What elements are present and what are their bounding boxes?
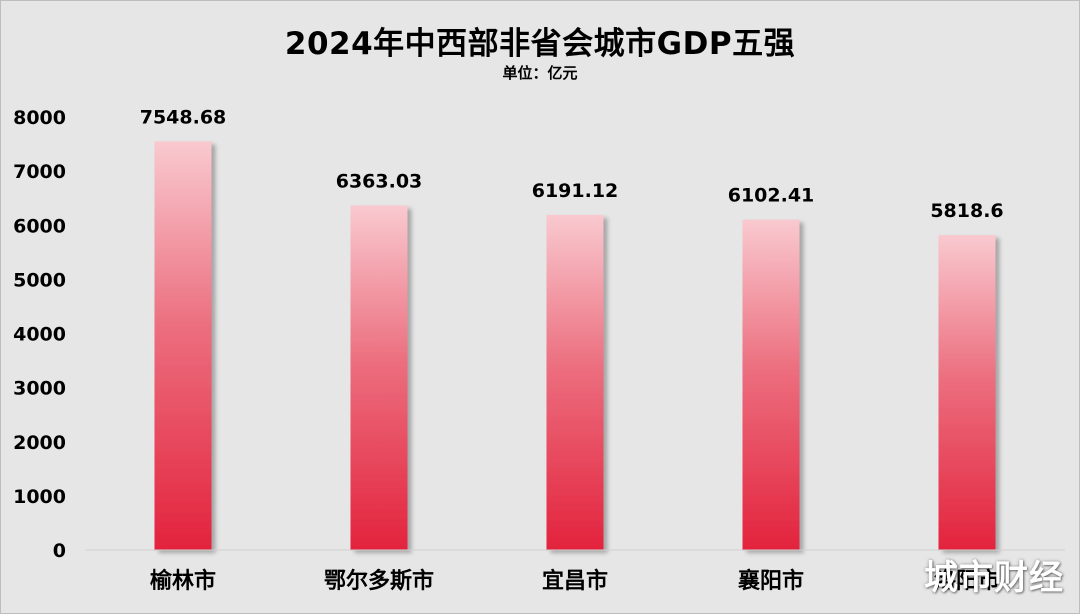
bar [742,219,800,550]
y-axis: 0 1000 2000 3000 4000 5000 6000 7000 8000 [13,107,66,562]
x-tick-label: 洛阳市 [934,568,1000,594]
bar [546,214,604,550]
y-tick-label: 8000 [13,107,66,129]
bars [154,141,996,551]
chart-subtitle: 单位：亿元 [502,64,578,82]
data-label: 6191.12 [532,180,619,202]
data-label: 6102.41 [728,185,815,207]
y-tick-label: 2000 [13,432,66,454]
bar [350,205,408,550]
y-tick-label: 5000 [13,269,66,291]
y-tick-label: 3000 [13,378,66,400]
watermark: 城市财经 [924,558,1064,598]
y-tick-label: 4000 [13,324,66,346]
x-axis: 榆林市 鄂尔多斯市 宜昌市 襄阳市 洛阳市 [85,549,1065,594]
bar [154,141,212,551]
y-tick-label: 0 [53,540,66,562]
x-tick-label: 襄阳市 [737,568,804,594]
x-tick-label: 榆林市 [150,568,216,594]
data-label: 6363.03 [336,171,423,193]
y-tick-label: 7000 [13,161,66,183]
data-label: 5818.6 [930,200,1003,222]
x-tick-label: 鄂尔多斯市 [324,568,434,594]
y-tick-label: 6000 [13,215,66,237]
bar [938,235,996,550]
chart-title: 2024年中西部非省会城市GDP五强 [284,26,796,62]
data-label: 7548.68 [140,106,227,128]
data-labels: 7548.68 6363.03 6191.12 6102.41 5818.6 [140,106,1004,222]
x-tick-label: 宜昌市 [542,568,608,594]
y-tick-label: 1000 [13,486,66,508]
